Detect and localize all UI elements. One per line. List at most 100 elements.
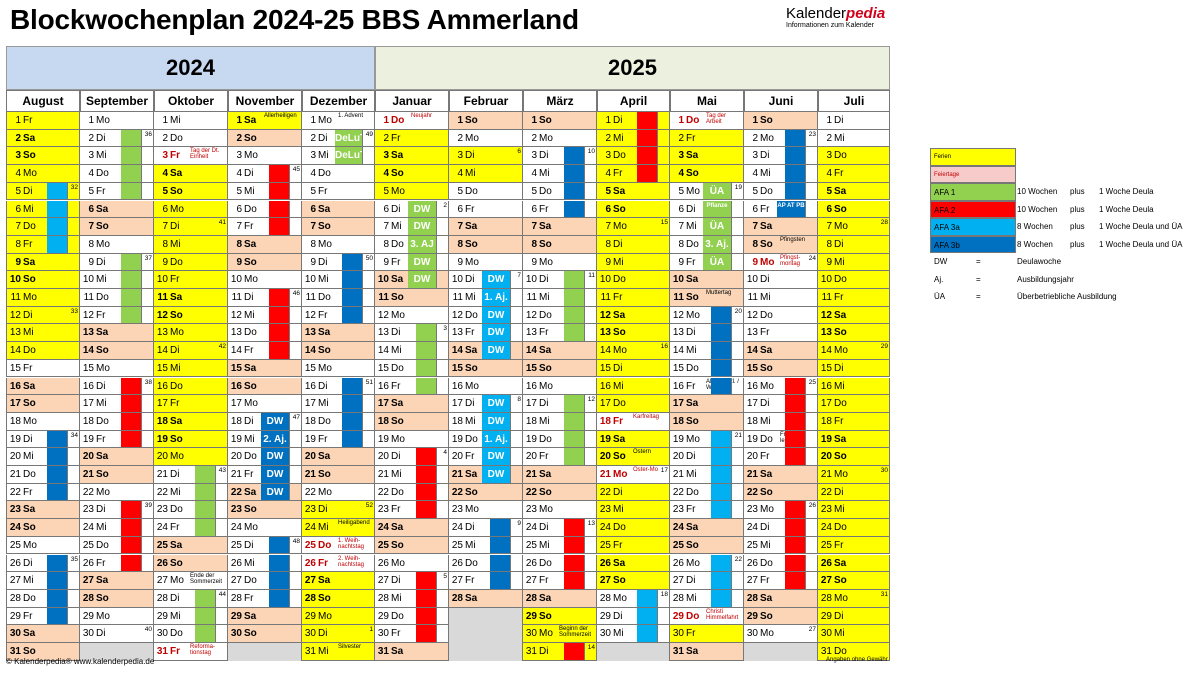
day-cell[interactable]: 5 Do (523, 182, 597, 201)
day-cell[interactable]: 25 Fr (597, 536, 670, 555)
day-cell[interactable]: 28 Sa (744, 589, 818, 608)
day-cell[interactable]: 5 Fr (80, 182, 154, 201)
day-cell[interactable]: 2 Fr (670, 129, 744, 148)
day-cell[interactable]: 17 Do (818, 395, 890, 413)
day-cell[interactable]: 16 Do (154, 377, 228, 396)
day-cell[interactable]: 26 Mi (228, 554, 302, 573)
day-cell[interactable]: 7 Mo 28 (818, 218, 890, 236)
day-cell[interactable]: 25 Do (80, 536, 154, 555)
day-cell[interactable]: 15 Mi (154, 359, 228, 378)
day-cell[interactable]: 29 Di (818, 607, 890, 626)
day-cell[interactable]: 3 Di 6 (449, 147, 523, 166)
day-cell[interactable]: 22 Fr (6, 483, 80, 502)
day-cell[interactable]: 2 Mi (818, 129, 890, 148)
day-cell[interactable]: 2 So (228, 129, 302, 148)
day-cell[interactable]: 21 Mi (375, 466, 449, 484)
day-cell[interactable]: 8 So (449, 235, 523, 254)
day-cell[interactable]: 27 Mo Ende der Sommerzeit (154, 572, 228, 590)
day-cell[interactable]: 25 Mi (744, 536, 818, 555)
day-cell[interactable]: 26 Do (744, 554, 818, 573)
day-cell[interactable]: 18 Mi (523, 412, 597, 431)
day-cell[interactable]: 11 Fr (818, 289, 890, 307)
day-cell[interactable]: 10 Mi (80, 271, 154, 289)
day-cell[interactable]: 28 Mi (670, 589, 744, 608)
day-cell[interactable]: 21 So (302, 466, 375, 484)
day-cell[interactable]: 19 Di 34 (6, 430, 80, 449)
day-cell[interactable]: 29 Mo (80, 607, 154, 626)
day-cell[interactable]: 4 Mo (6, 165, 80, 183)
day-cell[interactable]: 19 Fr (80, 430, 154, 449)
day-cell[interactable]: 17 So (6, 395, 80, 413)
day-cell[interactable]: 17 Mi (80, 395, 154, 413)
day-cell[interactable]: 8 Di (818, 235, 890, 254)
day-cell[interactable]: 22 Mo (80, 483, 154, 502)
day-cell[interactable]: 6 Do (228, 200, 302, 219)
day-cell[interactable]: 17 Do (597, 395, 670, 413)
day-cell[interactable]: 25 So (670, 536, 744, 555)
day-cell[interactable]: 22 Di (818, 483, 890, 502)
day-cell[interactable]: 2 Do (154, 129, 228, 148)
day-cell[interactable]: 1 Di (818, 112, 890, 130)
day-cell[interactable]: 9 Mo (449, 253, 523, 272)
day-cell[interactable]: 23 Di 52 (302, 501, 375, 520)
day-cell[interactable]: 6 Fr (523, 200, 597, 219)
day-cell[interactable]: 21 Mi (670, 466, 744, 484)
day-cell[interactable]: 15 Fr (6, 359, 80, 378)
day-cell[interactable]: 25 Mi (523, 536, 597, 555)
day-cell[interactable]: 30 Mi (597, 625, 670, 643)
day-cell[interactable]: 20 So (818, 448, 890, 466)
day-cell[interactable]: 15 Mo (80, 359, 154, 378)
day-cell[interactable]: 1 Do Tag der Arbeit (670, 112, 744, 130)
day-cell[interactable]: 13 Do (228, 324, 302, 343)
day-cell[interactable]: 14 Fr (228, 342, 302, 360)
day-cell[interactable]: 7 Sa (744, 218, 818, 236)
day-cell[interactable]: 27 Sa (302, 572, 375, 590)
brand-logo[interactable]: Kalenderpedia Informationen zum Kalender (786, 6, 890, 30)
day-cell[interactable]: 4 Mi (523, 165, 597, 183)
day-cell[interactable]: 13 Mo (154, 324, 228, 343)
day-cell[interactable]: 16 Mo (449, 377, 523, 396)
day-cell[interactable]: 24 Sa (375, 519, 449, 537)
day-cell[interactable]: 7 Mo 15 (597, 218, 670, 236)
day-cell[interactable]: 26 Do (523, 554, 597, 573)
day-cell[interactable]: 15 Do (670, 359, 744, 378)
day-cell[interactable]: 7 Sa (523, 218, 597, 236)
day-cell[interactable]: 22 So (523, 483, 597, 502)
day-cell[interactable]: 29 Di (597, 607, 670, 626)
day-cell[interactable]: 17 Di 12 (523, 395, 597, 413)
day-cell[interactable]: 26 Di 35 (6, 554, 80, 573)
day-cell[interactable]: 7 Di 41 (154, 218, 228, 236)
day-cell[interactable]: 29 So (744, 607, 818, 626)
day-cell[interactable]: 8 So Pfingsten (744, 235, 818, 254)
day-cell[interactable]: 13 Fr (744, 324, 818, 343)
day-cell[interactable]: 6 So (818, 200, 890, 219)
day-cell[interactable]: 13 Mi (6, 324, 80, 343)
day-cell[interactable]: 28 Do (6, 589, 80, 608)
day-cell[interactable]: 25 Mi (449, 536, 523, 555)
day-cell[interactable]: 21 So (80, 466, 154, 484)
day-cell[interactable]: 26 Sa (818, 554, 890, 573)
day-cell[interactable]: 22 So (449, 483, 523, 502)
day-cell[interactable]: 14 Mo 16 (597, 342, 670, 360)
day-cell[interactable]: 18 Do (80, 412, 154, 431)
day-cell[interactable]: 28 So (302, 589, 375, 608)
day-cell[interactable]: 1 So (744, 112, 818, 130)
day-cell[interactable]: 14 Sa (523, 342, 597, 360)
day-cell[interactable]: 26 Mo 22 (670, 554, 744, 573)
day-cell[interactable]: 6 Sa (80, 200, 154, 219)
day-cell[interactable]: 5 Sa (818, 182, 890, 201)
day-cell[interactable]: 28 Sa (449, 589, 523, 608)
day-cell[interactable]: 24 Do (597, 519, 670, 537)
day-cell[interactable]: 6 Mo (154, 200, 228, 219)
day-cell[interactable]: 23 Do (154, 501, 228, 520)
day-cell[interactable]: 29 Do Christi Himmelfahrt (670, 607, 744, 626)
day-cell[interactable]: 27 So (597, 572, 670, 590)
day-cell[interactable]: 13 So (818, 324, 890, 343)
day-cell[interactable]: 2 Mo (523, 129, 597, 148)
day-cell[interactable]: 20 Mi (6, 448, 80, 466)
day-cell[interactable]: 16 Mi (818, 377, 890, 396)
day-cell[interactable]: 2 Mo 23 (744, 129, 818, 148)
day-cell[interactable]: 26 Sa (597, 554, 670, 573)
day-cell[interactable]: 1 Sa Allerheiligen (228, 112, 302, 130)
day-cell[interactable]: 22 Do (670, 483, 744, 502)
